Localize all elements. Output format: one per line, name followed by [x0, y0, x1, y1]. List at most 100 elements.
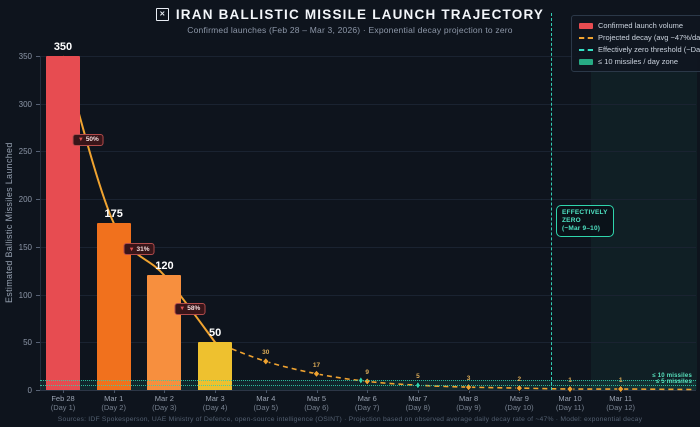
y-tick-mark: [36, 342, 40, 344]
gridline: [40, 294, 696, 296]
legend-item-threshold: Effectively zero threshold (~Day 10): [579, 45, 700, 54]
x-tick-label: Mar 9 (Day 10): [496, 394, 542, 412]
x-tick-label: Feb 28 (Day 1): [40, 394, 86, 412]
bar-value-label: 175: [104, 208, 123, 220]
y-tick-label: 350: [18, 52, 32, 61]
legend-label-zone: ≤ 10 missiles / day zone: [598, 57, 678, 66]
x-tick-date: Mar 5: [306, 394, 327, 403]
x-tick-date: Mar 4: [256, 394, 276, 403]
y-tick-label: 100: [18, 290, 32, 300]
x-tick-day: (Day 8): [405, 403, 431, 412]
title-row: ✕ IRAN BALLISTIC MISSILE LAUNCH TRAJECTO…: [0, 7, 700, 22]
x-tick-mark: [63, 390, 64, 393]
x-tick-mark: [113, 390, 115, 393]
x-tick-date: Mar 7: [408, 394, 428, 403]
legend-label-threshold: Effectively zero threshold (~Day 10): [598, 45, 700, 54]
x-tick-date: Mar 2: [154, 394, 174, 403]
x-tick-day: (Day 9): [456, 403, 481, 412]
source-note: Sources: IDF Spokesperson, UAE Ministry …: [57, 416, 643, 423]
legend-swatch-confirmed: [579, 22, 593, 29]
x-tick-mark: [620, 390, 622, 393]
y-tick-label: 250: [18, 147, 32, 157]
y-axis-label: Estimated Ballistic Missiles Launched: [4, 142, 14, 304]
legend-item-confirmed: Confirmed launch volume: [579, 21, 700, 30]
legend-label-confirmed: Confirmed launch volume: [598, 21, 684, 30]
x-tick-mark: [265, 390, 267, 393]
y-axis-line: [40, 56, 41, 390]
x-tick-date: Mar 1: [104, 394, 124, 403]
missile-icon: ✕: [155, 8, 169, 21]
y-tick-mark: [36, 246, 40, 248]
y-tick-label: 200: [18, 195, 32, 205]
legend-swatch-zone: [579, 58, 593, 65]
x-tick-date: Mar 9: [509, 394, 529, 403]
x-tick-date: Feb 28: [51, 394, 75, 403]
x-tick-mark: [316, 390, 318, 393]
x-tick-day: (Day 4): [202, 403, 228, 412]
decline-percent: 31%: [136, 245, 150, 253]
x-tick-date: Mar 6: [357, 394, 377, 403]
bar-value-label: 120: [155, 260, 174, 273]
x-tick-day: (Day 10): [504, 403, 534, 412]
x-tick-date: Mar 8: [459, 394, 479, 403]
x-tick-mark: [570, 390, 571, 393]
threshold-line-10: [40, 380, 696, 382]
x-tick-day: (Day 11): [555, 403, 585, 412]
effectively-zero-annotation: EFFECTIVELY ZERO (~Mar 9–10): [556, 205, 614, 237]
gridline: [40, 246, 696, 248]
gridline: [40, 342, 696, 344]
decline-arrow-icon: ▼: [179, 306, 186, 313]
x-tick-date: Mar 3: [205, 394, 225, 403]
x-tick-mark: [164, 390, 166, 393]
chart-subtitle: Confirmed launches (Feb 28 – Mar 3, 2026…: [187, 25, 513, 35]
y-tick-mark: [36, 151, 40, 153]
x-tick-mark: [367, 390, 369, 393]
decline-percent: 50%: [85, 136, 99, 143]
projection-value-label: 2: [517, 376, 522, 384]
x-tick-label: Mar 3 (Day 4): [192, 394, 238, 412]
x-tick-mark: [519, 390, 521, 393]
x-tick-label: Mar 10 (Day 11): [547, 394, 593, 412]
decline-percent: 58%: [187, 305, 201, 313]
projection-value-label: 3: [466, 375, 471, 383]
chart-title: IRAN BALLISTIC MISSILE LAUNCH TRAJECTORY: [175, 7, 545, 22]
bar-mar-2: [147, 275, 182, 390]
bar-feb-28: [46, 56, 80, 390]
decline-arrow-icon: ▼: [77, 137, 84, 143]
x-tick-label: Mar 4 (Day 5): [243, 394, 289, 412]
bar-mar-3: [198, 342, 233, 390]
gridline: [40, 199, 696, 201]
projection-value-label: 9: [365, 369, 369, 377]
x-tick-day: (Day 7): [354, 403, 380, 412]
y-tick-mark: [36, 294, 40, 296]
chart-header: ✕ IRAN BALLISTIC MISSILE LAUNCH TRAJECTO…: [0, 7, 700, 35]
projection-value-label: 1: [568, 377, 572, 385]
y-tick-label: 50: [23, 338, 32, 348]
legend-swatch-threshold: [579, 48, 593, 51]
effective-zero-threshold-line: [551, 13, 552, 390]
x-tick-label: Mar 11 (Day 12): [598, 394, 644, 412]
legend-item-zone: ≤ 10 missiles / day zone: [579, 57, 700, 66]
effectively-zero-line2: ZERO: [562, 217, 581, 224]
y-tick-mark: [36, 390, 40, 391]
legend: Confirmed launch volume Projected decay …: [571, 15, 700, 72]
x-tick-day: (Day 3): [152, 403, 177, 412]
gridline: [40, 151, 696, 153]
projection-value-label: 30: [262, 349, 270, 357]
x-tick-day: (Day 12): [606, 403, 636, 412]
gridline: [40, 56, 696, 57]
bar-value-label: 50: [208, 327, 222, 340]
x-tick-mark: [468, 390, 470, 393]
effectively-zero-line3: (~Mar 9–10): [562, 225, 601, 232]
y-tick-mark: [36, 56, 40, 57]
decline-badge: ▼ 58%: [174, 302, 206, 315]
x-tick-mark: [215, 390, 217, 393]
x-tick-day: (Day 1): [50, 403, 76, 412]
legend-label-projected: Projected decay (avg −47%/day): [598, 33, 700, 42]
legend-swatch-projected: [579, 36, 593, 39]
x-tick-date: Mar 11: [609, 394, 633, 403]
x-tick-label: Mar 6 (Day 7): [344, 394, 390, 412]
effectively-zero-line1: EFFECTIVELY: [562, 209, 608, 216]
y-tick-mark: [36, 199, 40, 201]
